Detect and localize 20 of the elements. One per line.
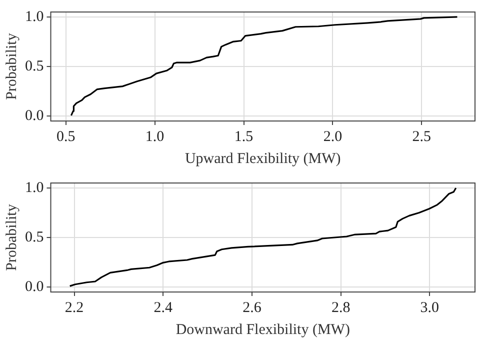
x-tick-label: 2.6: [242, 300, 262, 316]
y-tick-label: 1.0: [25, 180, 44, 196]
x-tick-label: 2.2: [64, 300, 84, 316]
x-tick-label: 2.4: [154, 300, 174, 316]
y-tick-label: 0.5: [25, 229, 44, 246]
x-tick-label: 2.0: [323, 128, 342, 145]
y-tick-label: 0.0: [25, 278, 44, 295]
y-axis-title: Probability: [4, 32, 20, 100]
y-tick-label: 0.5: [25, 58, 44, 74]
x-tick-label: 2.5: [412, 128, 432, 145]
x-tick-label: 1.0: [145, 128, 164, 145]
y-tick-label: 0.0: [25, 108, 44, 124]
x-tick-label: 3.0: [420, 300, 440, 316]
y-axis-title: Probability: [4, 204, 20, 271]
x-axis-title: Downward Flexibility (MW): [176, 322, 350, 338]
y-tick-label: 1.0: [25, 8, 44, 25]
x-tick-label: 1.5: [234, 128, 254, 145]
x-tick-label: 2.8: [331, 300, 350, 316]
x-tick-label: 0.5: [56, 128, 76, 145]
x-axis-title: Upward Flexibility (MW): [184, 150, 341, 167]
